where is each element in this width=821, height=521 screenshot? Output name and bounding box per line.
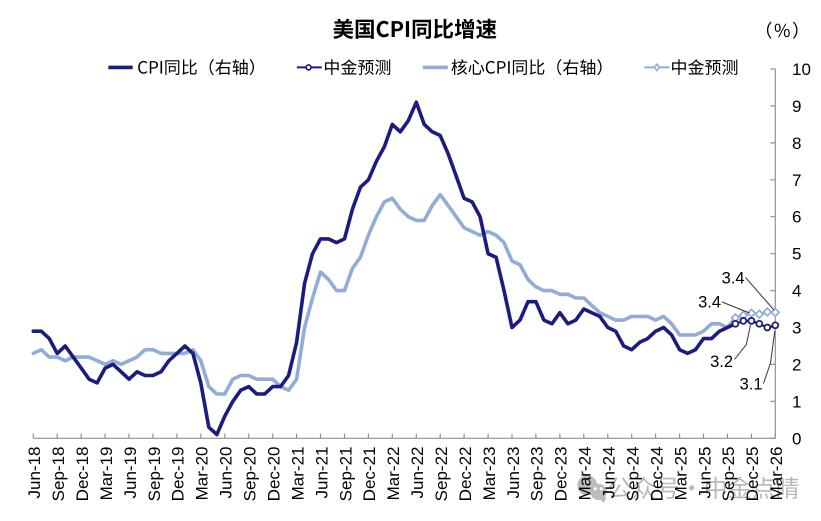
svg-text:2: 2 bbox=[792, 355, 801, 374]
svg-text:3.4: 3.4 bbox=[698, 294, 721, 312]
svg-text:Sep-21: Sep-21 bbox=[336, 447, 355, 502]
svg-text:Jun-21: Jun-21 bbox=[312, 447, 331, 499]
svg-text:Mar-22: Mar-22 bbox=[384, 447, 403, 501]
svg-text:Sep-23: Sep-23 bbox=[528, 447, 547, 502]
svg-text:Dec-25: Dec-25 bbox=[743, 447, 762, 502]
svg-text:3.2: 3.2 bbox=[710, 353, 733, 371]
svg-text:Dec-20: Dec-20 bbox=[265, 447, 284, 502]
svg-text:Jun-24: Jun-24 bbox=[600, 447, 619, 499]
svg-text:Sep-18: Sep-18 bbox=[49, 447, 68, 502]
svg-text:Sep-25: Sep-25 bbox=[719, 447, 738, 502]
svg-text:Dec-23: Dec-23 bbox=[552, 447, 571, 502]
svg-text:Sep-22: Sep-22 bbox=[432, 447, 451, 502]
svg-text:5: 5 bbox=[792, 245, 801, 264]
svg-text:Mar-21: Mar-21 bbox=[288, 447, 307, 501]
svg-text:Mar-20: Mar-20 bbox=[193, 447, 212, 501]
svg-text:Sep-20: Sep-20 bbox=[241, 447, 260, 502]
svg-text:3.4: 3.4 bbox=[722, 270, 745, 288]
svg-text:Jun-20: Jun-20 bbox=[217, 447, 236, 499]
svg-text:Dec-24: Dec-24 bbox=[647, 447, 666, 502]
svg-text:4: 4 bbox=[792, 282, 801, 301]
svg-text:Mar-19: Mar-19 bbox=[97, 447, 116, 501]
svg-text:8: 8 bbox=[792, 134, 801, 153]
svg-text:Jun-25: Jun-25 bbox=[695, 447, 714, 499]
svg-text:Mar-23: Mar-23 bbox=[480, 447, 499, 501]
svg-text:Dec-19: Dec-19 bbox=[169, 447, 188, 502]
svg-text:Dec-21: Dec-21 bbox=[360, 447, 379, 502]
svg-text:Jun-19: Jun-19 bbox=[121, 447, 140, 499]
svg-text:6: 6 bbox=[792, 208, 801, 227]
svg-text:Jun-22: Jun-22 bbox=[408, 447, 427, 499]
svg-text:Jun-23: Jun-23 bbox=[504, 447, 523, 499]
svg-text:Sep-19: Sep-19 bbox=[145, 447, 164, 502]
svg-text:3: 3 bbox=[792, 319, 801, 338]
svg-text:10: 10 bbox=[792, 60, 811, 79]
svg-text:Dec-18: Dec-18 bbox=[73, 447, 92, 502]
svg-text:Mar-26: Mar-26 bbox=[767, 447, 786, 501]
svg-text:0: 0 bbox=[792, 429, 801, 448]
svg-text:9: 9 bbox=[792, 97, 801, 116]
svg-text:1: 1 bbox=[792, 392, 801, 411]
svg-text:Sep-24: Sep-24 bbox=[624, 447, 643, 502]
svg-text:Mar-24: Mar-24 bbox=[576, 447, 595, 501]
svg-text:Dec-22: Dec-22 bbox=[456, 447, 475, 502]
svg-text:Mar-25: Mar-25 bbox=[671, 447, 690, 501]
svg-text:3.1: 3.1 bbox=[740, 376, 763, 394]
svg-text:7: 7 bbox=[792, 171, 801, 190]
svg-text:Jun-18: Jun-18 bbox=[25, 447, 44, 499]
